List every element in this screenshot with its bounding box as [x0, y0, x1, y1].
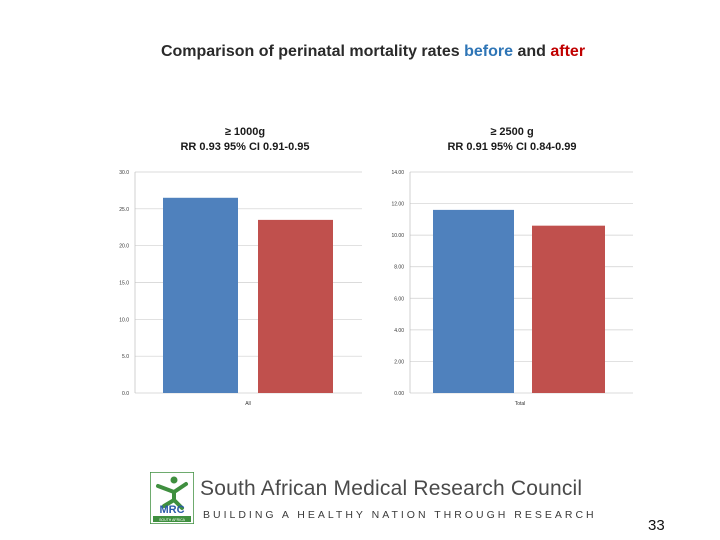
- chart-1-title-line1: ≥ 1000g: [224, 126, 266, 138]
- org-tagline: BUILDING A HEALTHY NATION THROUGH RESEAR…: [203, 509, 597, 521]
- page-number: 33: [648, 517, 665, 534]
- chart-1-ytick-label: 30.0: [119, 170, 129, 176]
- chart-2-title: ≥ 2500 g RR 0.91 95% CI 0.84-0.99: [412, 125, 612, 155]
- logo-band: [153, 516, 191, 522]
- logo-figure-head: [170, 476, 178, 484]
- logo-text: MRC: [159, 504, 184, 516]
- chart-2-ytick-label: 0.00: [394, 391, 404, 397]
- org-name: South African Medical Research Council: [200, 477, 583, 500]
- chart-1-ytick-label: 5.0: [122, 354, 129, 360]
- logo-figure-body: [156, 482, 188, 510]
- title-after: after: [550, 43, 586, 60]
- title-before: before: [464, 43, 514, 60]
- chart-1-bar-before: [163, 197, 238, 393]
- chart-2-ytick-label: 8.00: [394, 265, 404, 271]
- chart-1-title-line2: RR 0.93 95% CI 0.91-0.95: [180, 141, 310, 153]
- title-middle: and: [513, 43, 551, 60]
- chart-2-bar-before: [433, 209, 514, 393]
- chart-1-ytick-label: 25.0: [119, 207, 129, 213]
- chart-1-ytick-label: 10.0: [119, 317, 129, 323]
- chart-2-category-label: Total: [515, 401, 526, 407]
- chart-2-bar-after: [532, 225, 605, 393]
- chart-2-ytick-label: 12.00: [391, 202, 404, 208]
- mrc-logo: MRC SOUTH AFRICA: [150, 472, 194, 524]
- chart-2-ytick-label: 6.00: [394, 296, 404, 302]
- chart-2-ytick-label: 14.00: [391, 170, 404, 176]
- chart-1-bar-after: [258, 219, 333, 393]
- chart-1-category-label: All: [245, 401, 251, 407]
- logo-subtext: SOUTH AFRICA: [159, 518, 186, 522]
- chart-2-title-line1: ≥ 2500 g: [490, 126, 534, 138]
- chart-2-title-line2: RR 0.91 95% CI 0.84-0.99: [447, 141, 577, 153]
- chart-1-ytick-label: 20.0: [119, 244, 129, 250]
- chart-2-ytick-label: 4.00: [394, 328, 404, 334]
- title-prefix: Comparison of perinatal mortality rates: [160, 43, 465, 60]
- chart-1-ytick-label: 15.0: [119, 281, 129, 287]
- chart-2-ytick-label: 2.00: [394, 359, 404, 365]
- slide-title: Comparison of perinatal mortality rates …: [0, 43, 720, 61]
- chart-2-ytick-label: 10.00: [391, 233, 404, 239]
- chart-1-ytick-label: 0.0: [122, 391, 129, 397]
- chart-1-title: ≥ 1000g RR 0.93 95% CI 0.91-0.95: [145, 125, 345, 155]
